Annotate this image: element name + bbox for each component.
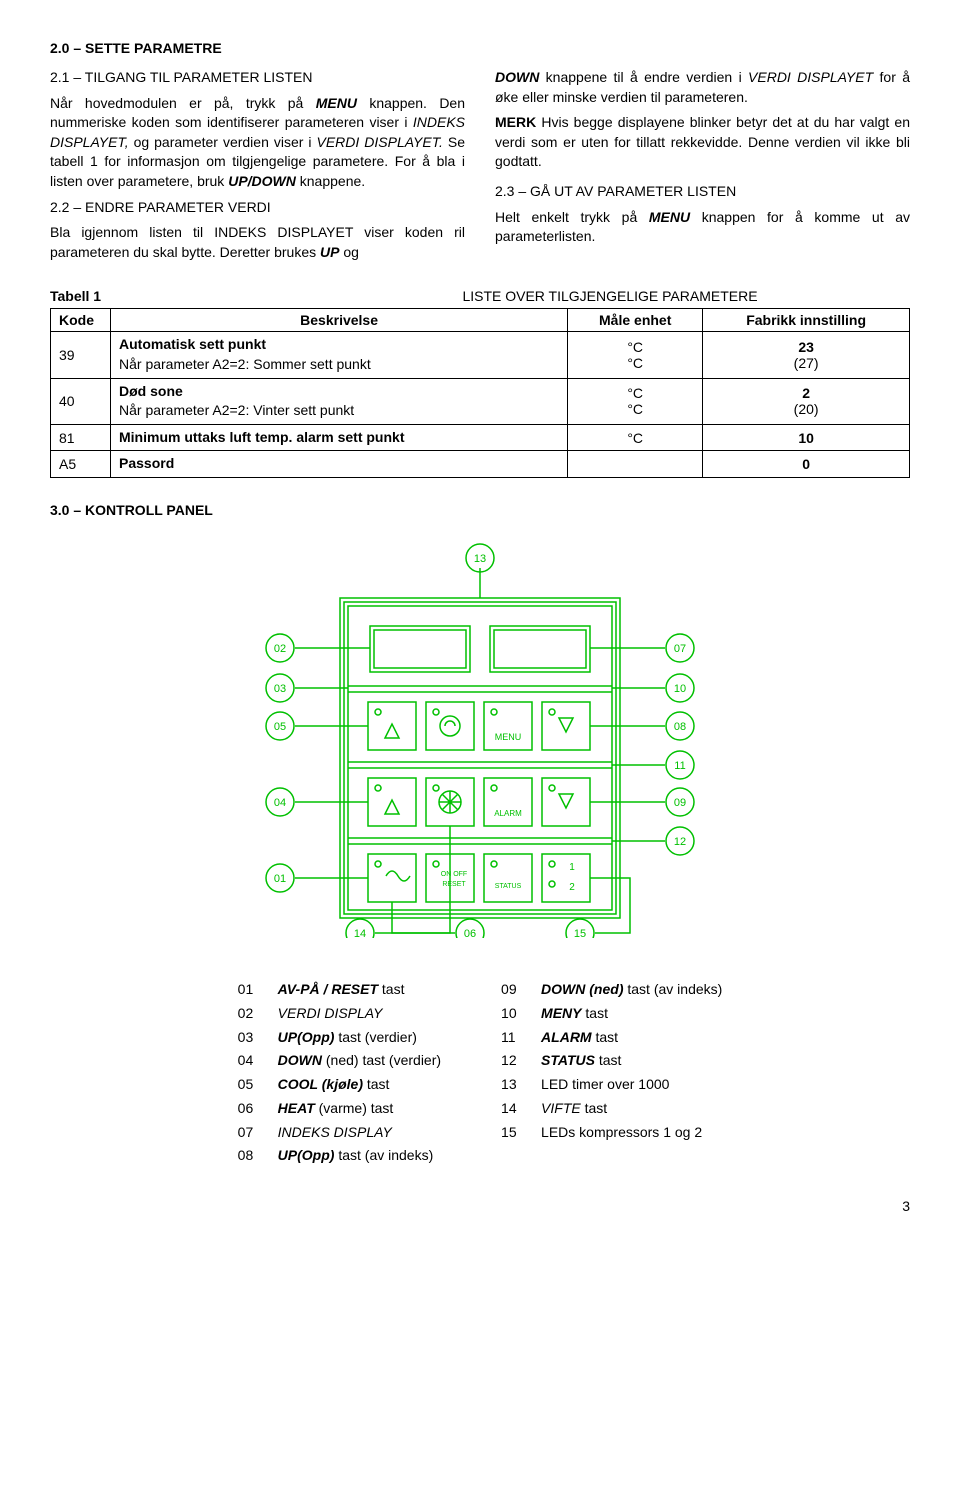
parameter-table: Kode Beskrivelse Måle enhet Fabrikk inns… (50, 308, 910, 478)
table-row: A5 Passord 0 (51, 451, 910, 478)
svg-text:01: 01 (274, 873, 286, 885)
svg-text:1: 1 (569, 862, 575, 873)
subheading-2-3: 2.3 – GÅ UT AV PARAMETER LISTEN (495, 182, 910, 202)
left-column: 2.1 – TILGANG TIL PARAMETER LISTEN Når h… (50, 68, 465, 268)
svg-text:14: 14 (354, 928, 366, 938)
two-column-text: 2.1 – TILGANG TIL PARAMETER LISTEN Når h… (50, 68, 910, 268)
legend-columns: 01AV-PÅ / RESET tast02VERDI DISPLAY03UP(… (50, 978, 910, 1168)
svg-text:15: 15 (574, 928, 586, 938)
svg-text:02: 02 (274, 643, 286, 655)
legend-row: 07INDEKS DISPLAY (238, 1121, 441, 1145)
svg-text:2: 2 (569, 882, 575, 893)
svg-text:MENU: MENU (495, 732, 522, 742)
svg-text:RESET: RESET (442, 881, 466, 888)
legend-row: 09DOWN (ned) tast (av indeks) (501, 978, 722, 1002)
table-title-left: Tabell 1 (50, 288, 310, 304)
legend-left: 01AV-PÅ / RESET tast02VERDI DISPLAY03UP(… (238, 978, 441, 1168)
th-enhet: Måle enhet (568, 309, 703, 332)
th-fabrikk: Fabrikk innstilling (703, 309, 910, 332)
th-kode: Kode (51, 309, 111, 332)
svg-text:04: 04 (274, 797, 286, 809)
legend-row: 15LEDs kompressors 1 og 2 (501, 1121, 722, 1145)
th-beskrivelse: Beskrivelse (111, 309, 568, 332)
legend-row: 06HEAT (varme) tast (238, 1097, 441, 1121)
svg-text:10: 10 (674, 683, 686, 695)
page-number: 3 (50, 1198, 910, 1214)
svg-text:11: 11 (674, 760, 685, 772)
table-row: 81 Minimum uttaks luft temp. alarm sett … (51, 424, 910, 451)
svg-text:09: 09 (674, 797, 686, 809)
svg-text:03: 03 (274, 683, 286, 695)
legend-right: 09DOWN (ned) tast (av indeks)10MENY tast… (501, 978, 722, 1168)
legend-row: 03UP(Opp) tast (verdier) (238, 1026, 441, 1050)
legend-row: 13LED timer over 1000 (501, 1073, 722, 1097)
para-2-2-right: DOWN knappene til å endre verdien i VERD… (495, 68, 910, 107)
para-2-2-top: Bla igjennom listen til INDEKS DISPLAYET… (50, 223, 465, 262)
para-2-1: Når hovedmodulen er på, trykk på MENU kn… (50, 94, 465, 192)
legend-row: 08UP(Opp) tast (av indeks) (238, 1144, 441, 1168)
legend-row: 04DOWN (ned) tast (verdier) (238, 1049, 441, 1073)
para-merk: MERK Hvis begge displayene blinker betyr… (495, 113, 910, 172)
svg-text:08: 08 (674, 721, 686, 733)
svg-text:05: 05 (274, 721, 286, 733)
heading-3-0: 3.0 – KONTROLL PANEL (50, 502, 910, 518)
svg-text:ON OFF: ON OFF (441, 871, 467, 878)
legend-row: 02VERDI DISPLAY (238, 1002, 441, 1026)
table-title-right: LISTE OVER TILGJENGELIGE PARAMETERE (310, 288, 910, 304)
legend-row: 10MENY tast (501, 1002, 722, 1026)
table-row: 39 Automatisk sett punktNår parameter A2… (51, 332, 910, 378)
svg-text:07: 07 (674, 643, 686, 655)
subheading-2-1: 2.1 – TILGANG TIL PARAMETER LISTEN (50, 68, 465, 88)
svg-text:06: 06 (464, 928, 476, 938)
table-title-row: Tabell 1 LISTE OVER TILGJENGELIGE PARAME… (50, 288, 910, 304)
legend-row: 01AV-PÅ / RESET tast (238, 978, 441, 1002)
subheading-2-2: 2.2 – ENDRE PARAMETER VERDI (50, 198, 465, 218)
svg-text:13: 13 (474, 553, 486, 565)
heading-2-0: 2.0 – SETTE PARAMETRE (50, 40, 910, 56)
svg-text:STATUS: STATUS (495, 883, 522, 890)
svg-text:12: 12 (674, 836, 686, 848)
legend-row: 11ALARM tast (501, 1026, 722, 1050)
legend-row: 14VIFTE tast (501, 1097, 722, 1121)
table-row: 40 Død soneNår parameter A2=2: Vinter se… (51, 378, 910, 424)
legend-row: 12STATUS tast (501, 1049, 722, 1073)
right-column: DOWN knappene til å endre verdien i VERD… (495, 68, 910, 268)
panel-svg: MENU ALARM ON OFF RESET STATUS 1 2 02 03 (200, 538, 760, 938)
svg-text:ALARM: ALARM (494, 809, 522, 818)
legend-row: 05COOL (kjøle) tast (238, 1073, 441, 1097)
table-header-row: Kode Beskrivelse Måle enhet Fabrikk inns… (51, 309, 910, 332)
control-panel-diagram: MENU ALARM ON OFF RESET STATUS 1 2 02 03 (50, 538, 910, 938)
para-2-3: Helt enkelt trykk på MENU knappen for å … (495, 208, 910, 247)
